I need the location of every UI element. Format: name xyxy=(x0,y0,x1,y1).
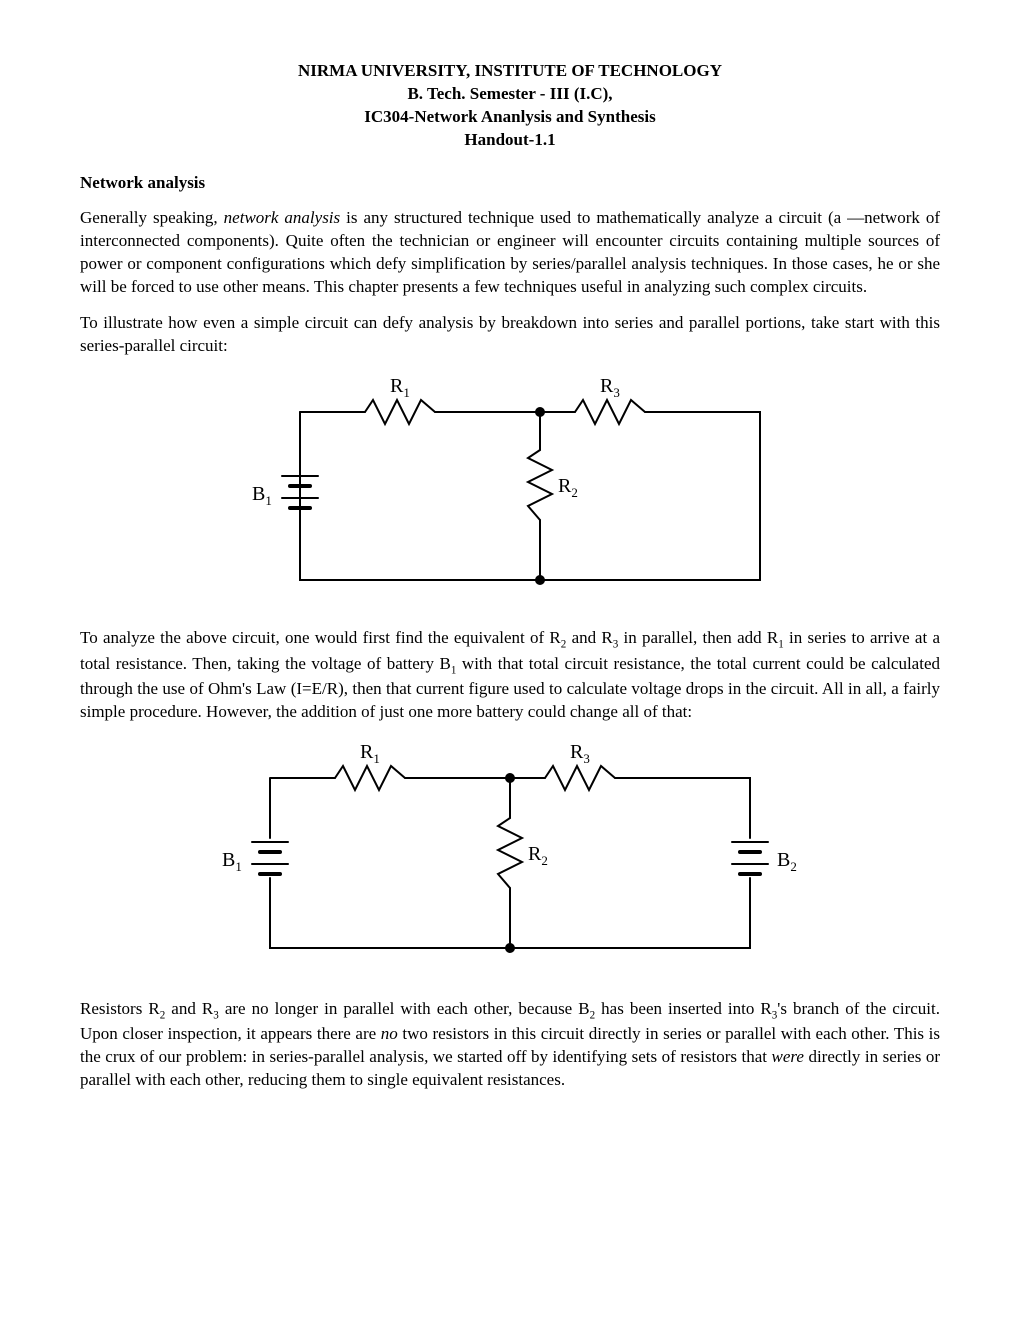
header-line-3: IC304-Network Ananlysis and Synthesis xyxy=(80,106,940,129)
svg-text:R1: R1 xyxy=(390,375,410,400)
paragraph-3: To analyze the above circuit, one would … xyxy=(80,627,940,723)
circuit-diagram-1: R1 R3 R2 B1 xyxy=(80,372,940,609)
header-line-1: NIRMA UNIVERSITY, INSTITUTE OF TECHNOLOG… xyxy=(80,60,940,83)
paragraph-1: Generally speaking, network analysis is … xyxy=(80,207,940,299)
paragraph-4: Resistors R2 and R3 are no longer in par… xyxy=(80,998,940,1092)
para4-b: and R xyxy=(165,999,213,1018)
para4-h: were xyxy=(772,1047,804,1066)
section-title: Network analysis xyxy=(80,172,940,195)
document-header: NIRMA UNIVERSITY, INSTITUTE OF TECHNOLOG… xyxy=(80,60,940,152)
para3-b: and R xyxy=(566,628,612,647)
para1-text-a: Generally speaking, xyxy=(80,208,224,227)
para4-d: has been inserted into R xyxy=(595,999,772,1018)
para1-text-b: network analysis xyxy=(224,208,340,227)
header-line-2: B. Tech. Semester - III (I.C), xyxy=(80,83,940,106)
svg-text:R1: R1 xyxy=(360,741,380,766)
para3-c: in parallel, then add R xyxy=(618,628,778,647)
para4-f: no xyxy=(381,1024,398,1043)
svg-text:R2: R2 xyxy=(558,475,578,500)
header-line-4: Handout-1.1 xyxy=(80,129,940,152)
paragraph-2: To illustrate how even a simple circuit … xyxy=(80,312,940,358)
svg-text:R3: R3 xyxy=(600,375,620,400)
para3-a: To analyze the above circuit, one would … xyxy=(80,628,561,647)
svg-text:B2: B2 xyxy=(777,849,797,874)
para4-c: are no longer in parallel with each othe… xyxy=(219,999,590,1018)
svg-text:B1: B1 xyxy=(252,483,272,508)
svg-text:R2: R2 xyxy=(528,843,548,868)
svg-text:B1: B1 xyxy=(222,849,242,874)
circuit-diagram-2: R1 R3 R2 B1 B2 xyxy=(80,738,940,980)
para4-a: Resistors R xyxy=(80,999,160,1018)
svg-text:R3: R3 xyxy=(570,741,590,766)
